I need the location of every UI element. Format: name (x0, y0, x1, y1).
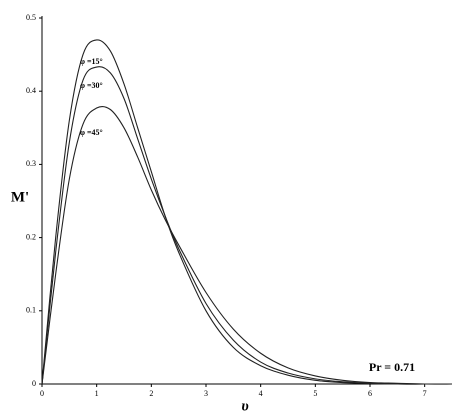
x-tick-label: 7 (423, 389, 427, 398)
y-tick-label: 0.1 (26, 306, 36, 315)
line-series (41, 39, 452, 385)
y-tick-label: 0.2 (26, 232, 36, 241)
y-tick-label: 0.4 (26, 86, 36, 95)
y-tick-label: 0.3 (26, 159, 36, 168)
series-label: φ =45° (80, 128, 103, 137)
x-tick-label: 2 (149, 389, 153, 398)
x-tick-label: 0 (40, 389, 44, 398)
x-tick-label: 5 (313, 389, 317, 398)
x-tick-label: 6 (368, 389, 372, 398)
x-tick-label: 1 (95, 389, 99, 398)
y-axis-label: M' (11, 189, 29, 205)
line-series (41, 66, 452, 385)
line-series (41, 106, 453, 385)
x-axis-label: υ (241, 398, 248, 414)
y-tick-label: 0.5 (26, 13, 36, 22)
x-tick-label: 4 (259, 389, 263, 398)
series-label: φ =30° (80, 81, 103, 90)
series-label: φ =15° (80, 57, 103, 66)
y-tick-label: 0 (32, 379, 36, 388)
annotation: Pr = 0.71 (369, 360, 415, 374)
x-tick-label: 3 (204, 389, 208, 398)
